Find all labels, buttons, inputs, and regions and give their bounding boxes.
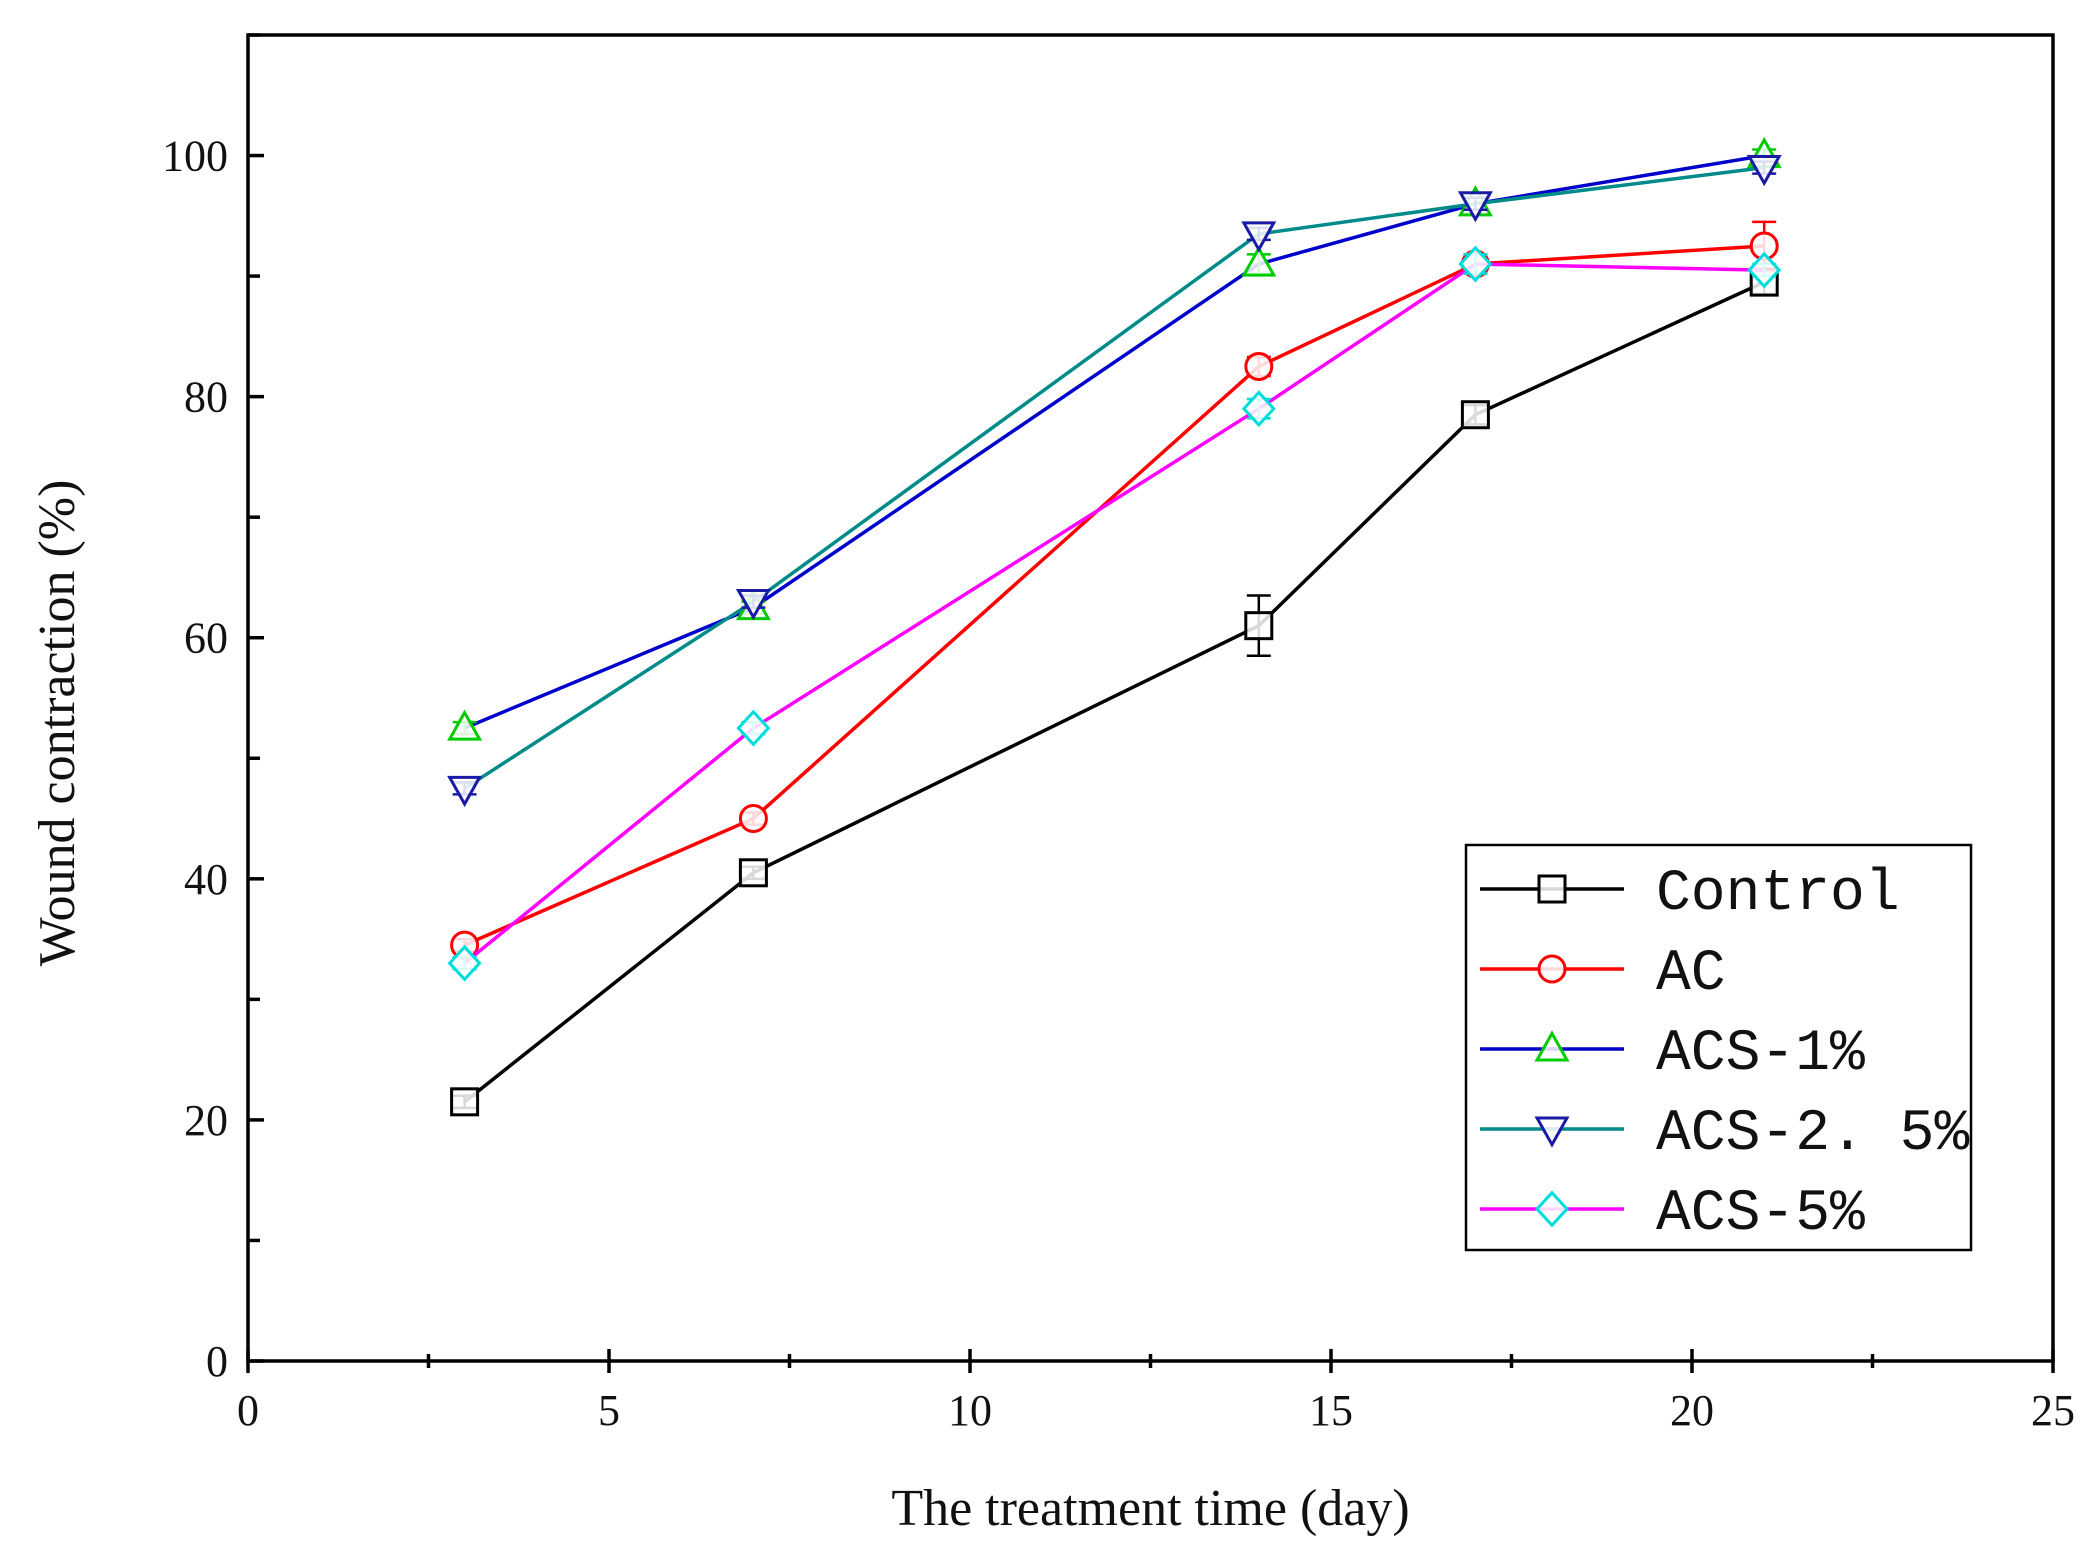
series-layer xyxy=(447,136,1782,1117)
y-tick-label: 20 xyxy=(184,1096,228,1145)
data-point xyxy=(1241,221,1277,253)
data-point xyxy=(1244,352,1274,381)
data-point xyxy=(447,944,482,982)
series-control xyxy=(450,267,1779,1117)
legend-marker xyxy=(1537,874,1567,904)
legend-item: ACS-5% xyxy=(1480,1182,1865,1247)
legend-marker xyxy=(1535,1190,1569,1228)
data-point xyxy=(736,709,771,747)
data-point xyxy=(1460,400,1490,430)
series-acs-1- xyxy=(447,136,1782,741)
x-tick-label: 25 xyxy=(2031,1386,2075,1435)
legend-label: ACS-5% xyxy=(1656,1182,1865,1247)
y-axis: 0 20 40 60 80 100 xyxy=(162,33,264,1386)
data-point xyxy=(1746,155,1782,187)
x-tick-label: 15 xyxy=(1309,1386,1353,1435)
legend-marker xyxy=(1534,1116,1570,1148)
data-point xyxy=(450,1087,480,1117)
x-axis: 0 5 10 15 20 25 xyxy=(237,1349,2075,1435)
legend-marker xyxy=(1534,1030,1570,1062)
x-tick-label: 10 xyxy=(948,1386,992,1435)
data-point xyxy=(1747,251,1782,289)
data-point xyxy=(1241,245,1277,277)
y-tick-label: 60 xyxy=(184,614,228,663)
y-tick-label: 80 xyxy=(184,373,228,422)
data-point xyxy=(1241,390,1276,428)
legend-label: Control xyxy=(1656,862,1900,927)
y-tick-label: 40 xyxy=(184,855,228,904)
data-point xyxy=(447,775,483,808)
data-point xyxy=(1244,611,1274,641)
data-point xyxy=(447,709,483,741)
series-line xyxy=(463,244,1765,947)
x-axis-title: The treatment time (day) xyxy=(891,1480,1409,1537)
legend-item: ACS-2. 5% xyxy=(1480,1102,1969,1167)
legend-marker xyxy=(1537,954,1567,984)
legend: Control AC ACS-1% ACS-2. 5% ACS-5% xyxy=(1464,843,1973,1252)
data-point xyxy=(1457,191,1493,223)
legend-item: AC xyxy=(1480,942,1726,1007)
data-point xyxy=(738,804,768,834)
x-tick-label: 5 xyxy=(598,1386,620,1435)
y-tick-label: 0 xyxy=(206,1337,228,1386)
legend-label: ACS-1% xyxy=(1656,1022,1865,1087)
series-acs-2-5- xyxy=(447,155,1782,808)
series-line xyxy=(463,153,1765,730)
legend-label: ACS-2. 5% xyxy=(1656,1102,1969,1167)
x-tick-label: 20 xyxy=(1670,1386,1714,1435)
y-axis-title: Wound contraction (%) xyxy=(29,480,86,967)
series-ac xyxy=(450,220,1779,960)
legend-label: AC xyxy=(1656,942,1726,1007)
legend-item: Control xyxy=(1480,862,1900,927)
x-tick-label: 0 xyxy=(237,1386,259,1435)
legend-item: ACS-1% xyxy=(1480,1022,1865,1087)
series-acs-5- xyxy=(447,245,1782,982)
data-point xyxy=(735,589,771,621)
y-tick-label: 100 xyxy=(162,132,228,181)
data-point xyxy=(1458,245,1493,283)
data-point xyxy=(738,858,768,888)
